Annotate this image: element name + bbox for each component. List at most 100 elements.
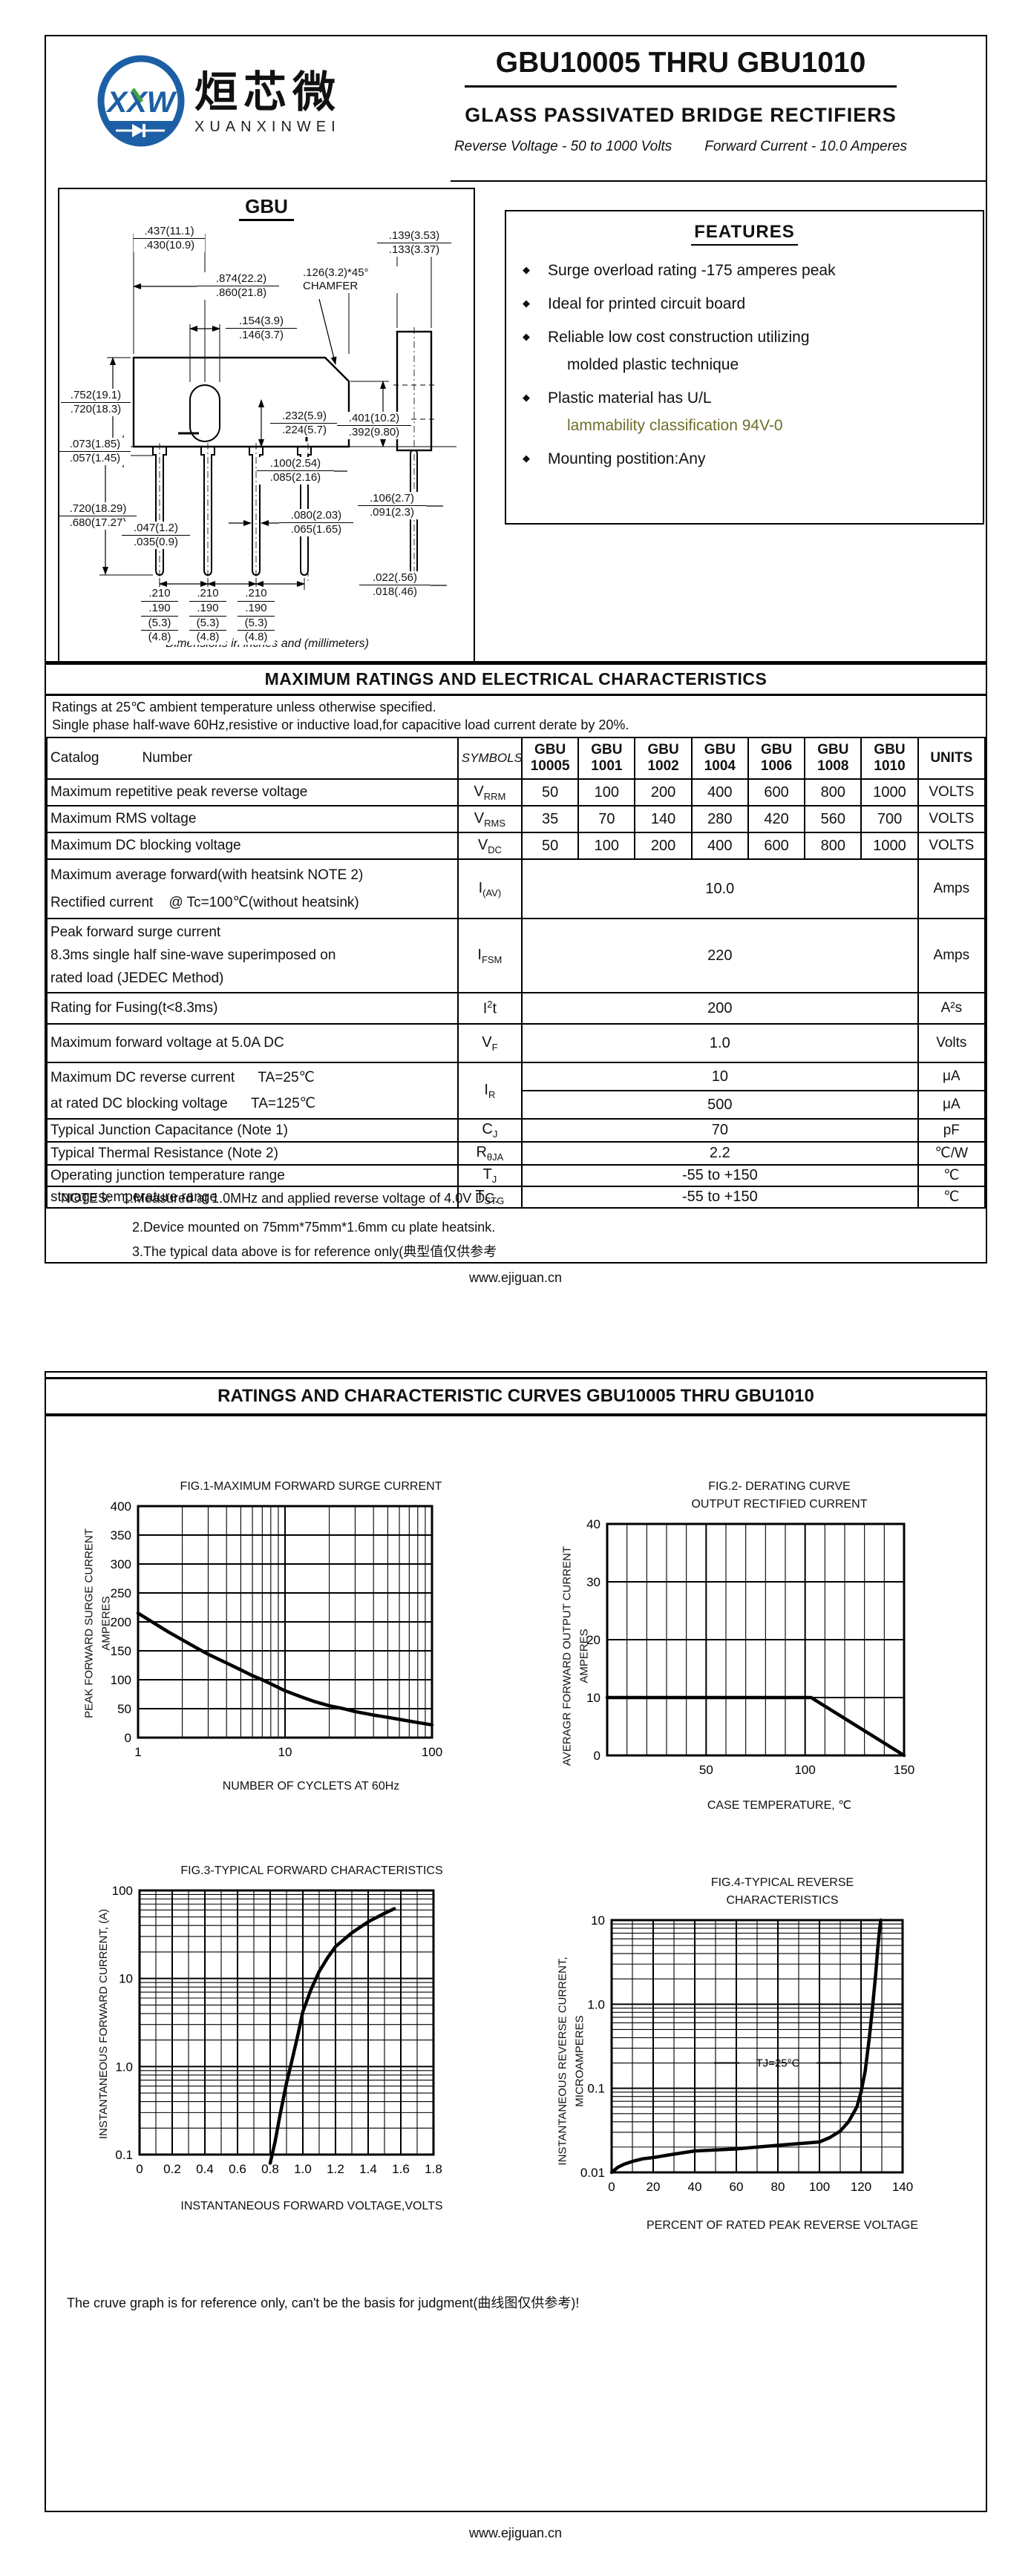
dim-label: .106(2.7) .091(2.3) xyxy=(358,492,426,519)
svg-text:60: 60 xyxy=(730,2180,744,2194)
company-logo: XXW 烜芯微 XUANXINWEI xyxy=(95,54,341,151)
row-ir-25: Maximum DC reverse current TA=25℃ at rate… xyxy=(46,1062,986,1120)
fig4-title: FIG.4-TYPICAL REVERSE CHARACTERISTICS xyxy=(710,1876,854,1907)
website-url: www.ejiguan.cn xyxy=(468,2526,563,2540)
svg-text:10: 10 xyxy=(278,1745,292,1759)
notes-label: NOTES: xyxy=(61,1191,111,1206)
row-vf: Maximum forward voltage at 5.0A DC VF 1.… xyxy=(46,1023,986,1063)
dim-label: .073(1.85) .057(1.45) xyxy=(59,438,131,465)
dim-label: .047(1.2) .035(0.9) xyxy=(122,522,190,549)
fig1-title: FIG.1-MAXIMUM FORWARD SURGE CURRENT xyxy=(180,1480,442,1493)
svg-text:100: 100 xyxy=(111,1673,131,1687)
page2-frame: RATINGS AND CHARACTERISTIC CURVES GBU100… xyxy=(45,1371,987,2512)
fig1-plot: 1 10 100 0 50 100 150 200 250 300 350 400 xyxy=(111,1499,443,1759)
fig3-plot: 0 0.2 0.4 0.6 0.8 1.0 1.2 1.4 1.6 1.8 0.1 1.0 10 100 xyxy=(112,1884,442,2176)
fig1-xlabel: NUMBER OF CYCLETS AT 60Hz xyxy=(222,1780,400,1793)
svg-text:0.1: 0.1 xyxy=(587,2082,605,2096)
lead-pitch-label: .210.190 (5.3) (4.8) xyxy=(141,587,178,645)
title-underline xyxy=(464,85,897,88)
svg-text:1.6: 1.6 xyxy=(392,2162,410,2176)
svg-text:20: 20 xyxy=(586,1633,600,1647)
page-title: GLASS PASSIVATED BRIDGE RECTIFIERS xyxy=(465,104,897,126)
dim-label: .100(2.54) .085(2.16) xyxy=(257,457,334,484)
svg-text:50: 50 xyxy=(117,1702,131,1716)
table-header-row: Catalog Number SYMBOLS GBU 10005 GBU 1001 G… xyxy=(46,737,986,780)
svg-text:40: 40 xyxy=(586,1517,600,1531)
chamfer-label: .126(3.2)*45° CHAMFER xyxy=(279,266,413,293)
dim-label: .022(.56) .018(.46) xyxy=(359,571,431,599)
row-rthja: Typical Thermal Resistance (Note 2) RθJA… xyxy=(46,1141,986,1166)
note-3: 3.The typical data above is for referenc… xyxy=(132,1243,497,1259)
ratings-conditions: Ratings at 25℃ ambient temperature unles… xyxy=(52,698,980,734)
svg-text:200: 200 xyxy=(111,1615,131,1629)
dim-label: .437(11.1) .430(10.9) xyxy=(134,225,205,252)
svg-text:80: 80 xyxy=(771,2180,785,2194)
svg-text:350: 350 xyxy=(111,1528,131,1542)
company-name-en: XUANXINWEI xyxy=(194,118,341,135)
fig1-block: FIG.1-MAXIMUM FORWARD SURGE CURRENT PEAK… xyxy=(83,1478,484,1793)
diamond-bullet-icon: ◆ xyxy=(523,264,530,275)
row-vrms: Maximum RMS voltage VRMS 35 70 140 280 420 56… xyxy=(46,805,986,833)
logo-mark-icon: XXW xyxy=(97,55,185,147)
ratings-condition-line1: Ratings at 25℃ ambient temperature unles… xyxy=(52,700,436,714)
feature-item: ◆ Mounting postition:Any xyxy=(523,450,706,467)
package-drawing: GBU xyxy=(58,188,475,663)
svg-text:100: 100 xyxy=(422,1745,442,1759)
package-outline-drawing xyxy=(99,234,456,590)
row-iav: Maximum average forward(with heatsink NO… xyxy=(46,858,986,919)
fig2-ylabel: AVERAGR FORWARD OUTPUT CURRENT AMPERES xyxy=(560,1545,591,1767)
dim-label: .139(3.53) .133(3.37) xyxy=(377,229,451,257)
svg-text:TJ=25°C: TJ=25°C xyxy=(756,2057,800,2070)
logo-monogram: XXW xyxy=(105,86,177,119)
row-ir-125: 500 μA xyxy=(47,1090,986,1120)
svg-text:100: 100 xyxy=(112,1884,133,1898)
dim-label: .401(10.2) .392(9.80) xyxy=(337,412,411,439)
website-url: www.ejiguan.cn xyxy=(468,1270,563,1285)
fig2-plot: 50 100 150 0 10 20 30 40 xyxy=(586,1517,914,1777)
svg-text:1.0: 1.0 xyxy=(294,2162,312,2176)
diamond-bullet-icon: ◆ xyxy=(523,298,530,309)
svg-text:10: 10 xyxy=(119,1972,133,1986)
row-cj: Typical Junction Capacitance (Note 1) CJ… xyxy=(46,1118,986,1143)
diamond-bullet-icon: ◆ xyxy=(523,392,530,403)
row-tstg: storage temperature range TSTG -55 to +1… xyxy=(46,1186,986,1209)
svg-text:100: 100 xyxy=(809,2180,830,2194)
svg-text:150: 150 xyxy=(894,1763,914,1777)
svg-text:120: 120 xyxy=(851,2180,871,2194)
fig2-xlabel: CASE TEMPERATURE, ℃ xyxy=(707,1799,852,1812)
fig4-plot: 0 20 40 60 80 100 120 140 0.01 0.1 1.0 10 TJ=25°C xyxy=(580,1913,913,2194)
note-1: 1.Measured at 1.0MHz and applied reverse… xyxy=(122,1191,499,1206)
fig3-block: FIG.3-TYPICAL FORWARD CHARACTERISTICS IN… xyxy=(91,1862,484,2213)
svg-text:30: 30 xyxy=(586,1575,600,1589)
dim-label: .874(22.2) .860(21.8) xyxy=(197,272,286,300)
svg-text:0: 0 xyxy=(136,2162,143,2176)
svg-text:1.0: 1.0 xyxy=(587,1997,605,2011)
curves-section-title: RATINGS AND CHARACTERISTIC CURVES GBU100… xyxy=(46,1377,986,1416)
feature-item: ◆ Plastic material has U/L xyxy=(523,390,712,407)
ratings-section-title: MAXIMUM RATINGS AND ELECTRICAL CHARACTER… xyxy=(46,661,986,696)
svg-text:0: 0 xyxy=(125,1731,131,1745)
svg-text:0.2: 0.2 xyxy=(163,2162,181,2176)
svg-text:100: 100 xyxy=(794,1763,815,1777)
svg-text:50: 50 xyxy=(699,1763,713,1777)
svg-text:0.6: 0.6 xyxy=(229,2162,246,2176)
row-vdc: Maximum DC blocking voltage VDC 50 100 200… xyxy=(46,832,986,860)
fig4-block: FIG.4-TYPICAL REVERSE CHARACTERISTICS INS… xyxy=(557,1874,953,2232)
svg-text:1: 1 xyxy=(134,1745,141,1759)
reverse-voltage-range: Reverse Voltage - 50 to 1000 Volts xyxy=(454,139,672,154)
feature-item: ◆ Reliable low cost construction utilizin… xyxy=(523,329,810,346)
svg-text:0.1: 0.1 xyxy=(115,2148,133,2162)
svg-text:40: 40 xyxy=(688,2180,702,2194)
svg-text:1.8: 1.8 xyxy=(425,2162,442,2176)
row-vrrm: Maximum repetitive peak reverse voltage … xyxy=(46,778,986,806)
svg-text:250: 250 xyxy=(111,1586,131,1600)
svg-text:400: 400 xyxy=(111,1499,131,1514)
svg-text:1.2: 1.2 xyxy=(327,2162,344,2176)
row-ifsm: Peak forward surge current 8.3ms single h… xyxy=(46,918,986,993)
fig2-block: FIG.2- DERATING CURVE OUTPUT RECTIFIED CU… xyxy=(561,1478,952,1813)
svg-text:20: 20 xyxy=(647,2180,661,2194)
fig2-title: FIG.2- DERATING CURVE OUTPUT RECTIFIED CU… xyxy=(691,1480,868,1511)
dim-label: .080(2.03) .065(1.65) xyxy=(279,509,353,536)
svg-text:140: 140 xyxy=(892,2180,913,2194)
fig4-ylabel: INSTANTANEOUS REVERSE CURRENT, MICROAMPER… xyxy=(556,1956,586,2166)
